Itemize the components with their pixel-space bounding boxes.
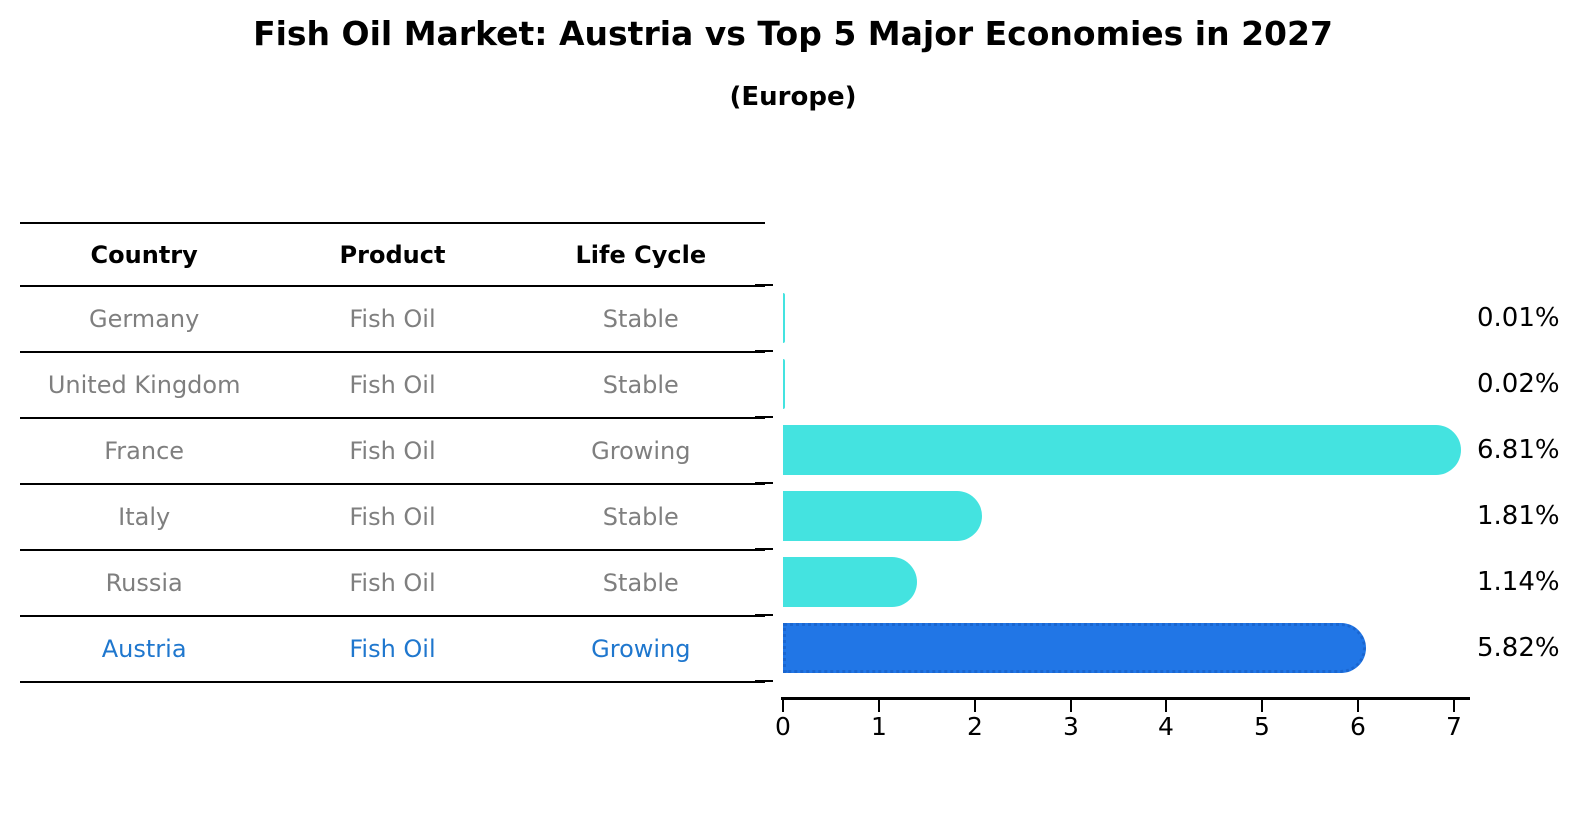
table-row-germany: Germany Fish Oil Stable: [20, 287, 765, 353]
x-tick-label: 0: [775, 712, 791, 741]
value-label-united-kingdom: 0.02%: [1477, 369, 1560, 399]
table-cell-lifecycle: Stable: [602, 503, 679, 531]
value-label-austria: 5.82%: [1477, 633, 1560, 663]
chart-row-russia: 1.14%: [783, 549, 1586, 615]
chart-title: Fish Oil Market: Austria vs Top 5 Major …: [253, 14, 1333, 53]
table-cell-lifecycle: Stable: [602, 569, 679, 597]
table-header-country: Country: [90, 240, 198, 269]
table-cell-product: Fish Oil: [349, 503, 436, 531]
x-tick: [782, 700, 784, 712]
x-tick-label: 7: [1446, 712, 1462, 741]
x-tick: [1165, 700, 1167, 712]
value-label-italy: 1.81%: [1477, 501, 1560, 531]
x-tick: [1453, 700, 1455, 712]
bar-austria-highlighted: [783, 623, 1366, 673]
x-tick-label: 6: [1350, 712, 1366, 741]
bar-italy: [783, 491, 982, 541]
y-tick: [755, 350, 773, 352]
table-cell-country: Italy: [118, 503, 171, 531]
x-tick: [1261, 700, 1263, 712]
chart-row-italy: 1.81%: [783, 483, 1586, 549]
country-table: Country Product Life Cycle Germany Fish …: [20, 222, 765, 683]
x-tick: [1070, 700, 1072, 712]
x-tick-label: 2: [967, 712, 983, 741]
table-row-italy: Italy Fish Oil Stable: [20, 485, 765, 551]
y-tick: [755, 680, 773, 682]
x-axis-line: [781, 697, 1470, 700]
table-cell-country: Germany: [89, 305, 200, 333]
bar-russia: [783, 557, 917, 607]
table-cell-product: Fish Oil: [349, 371, 436, 399]
table-cell-product: Fish Oil: [349, 569, 436, 597]
table-cell-country: Russia: [105, 569, 183, 597]
chart-row-united-kingdom: 0.02%: [783, 351, 1586, 417]
table-header-product: Product: [339, 240, 446, 269]
y-tick: [755, 284, 773, 286]
x-tick: [1357, 700, 1359, 712]
table-cell-product: Fish Oil: [349, 305, 436, 333]
table-header-row: Country Product Life Cycle: [20, 224, 765, 287]
value-label-germany: 0.01%: [1477, 303, 1560, 333]
table-cell-country: France: [104, 437, 185, 465]
chart-subtitle: (Europe): [729, 82, 857, 112]
y-tick: [755, 482, 773, 484]
bar-france: [783, 425, 1461, 475]
x-tick: [878, 700, 880, 712]
y-tick: [755, 614, 773, 616]
y-tick: [755, 548, 773, 550]
table-cell-lifecycle: Growing: [591, 635, 691, 663]
value-label-france: 6.81%: [1477, 435, 1560, 465]
table-row-russia: Russia Fish Oil Stable: [20, 551, 765, 617]
table-cell-lifecycle: Stable: [602, 371, 679, 399]
x-tick-label: 4: [1158, 712, 1174, 741]
table-cell-lifecycle: Growing: [591, 437, 691, 465]
chart-row-germany: 0.01%: [783, 285, 1586, 351]
table-row-austria-highlighted: Austria Fish Oil Growing: [20, 617, 765, 683]
table-cell-country: United Kingdom: [47, 371, 241, 399]
table-row-united-kingdom: United Kingdom Fish Oil Stable: [20, 353, 765, 419]
value-label-russia: 1.14%: [1477, 567, 1560, 597]
x-tick-label: 1: [871, 712, 887, 741]
table-header-lifecycle: Life Cycle: [575, 240, 707, 269]
table-row-france: France Fish Oil Growing: [20, 419, 765, 485]
y-tick: [755, 416, 773, 418]
chart-row-france: 6.81%: [783, 417, 1586, 483]
x-tick-label: 5: [1254, 712, 1270, 741]
bar-united-kingdom: [783, 359, 785, 409]
chart-row-austria: 5.82%: [783, 615, 1586, 681]
x-tick: [974, 700, 976, 712]
table-cell-lifecycle: Stable: [602, 305, 679, 333]
x-tick-label: 3: [1063, 712, 1079, 741]
bar-germany: [783, 293, 785, 343]
table-cell-product: Fish Oil: [349, 635, 436, 663]
table-cell-country: Austria: [101, 635, 187, 663]
table-cell-product: Fish Oil: [349, 437, 436, 465]
